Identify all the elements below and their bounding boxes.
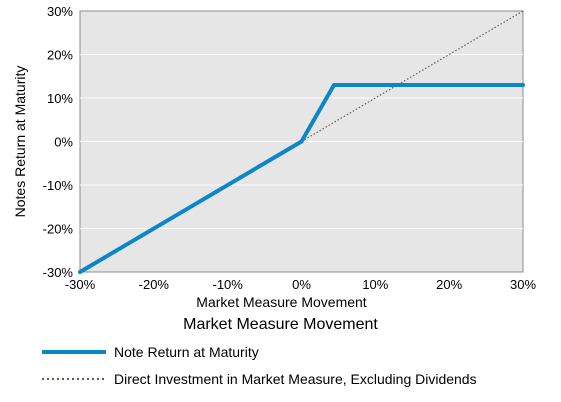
y-tick-label: 0% [54,135,73,150]
x-tick-label: 10% [362,277,388,292]
x-tick-label: 20% [436,277,462,292]
x-tick-label: 0% [292,277,311,292]
y-tick-label: -30% [43,265,74,280]
series-line-note-return [78,82,525,274]
legend-item-note-return: Note Return at Maturity [42,342,259,362]
x-tick-label: -30% [65,277,96,292]
chart-caption: Market Measure Movement [183,316,378,333]
x-tick-label: -10% [212,277,243,292]
y-axis-title: Notes Return at Maturity [12,66,28,218]
legend-item-direct-investment: Direct Investment in Market Measure, Exc… [42,369,477,389]
legend-label-direct-investment: Direct Investment in Market Measure, Exc… [114,371,477,387]
legend-swatch-dotted [42,378,106,380]
y-tick-labels: 30% 20% 10% 0% -10% -20% -30% [43,4,74,280]
x-axis-title: Market Measure Movement [196,294,367,310]
y-tick-label: 10% [47,91,73,106]
series-line-direct-investment [301,10,524,143]
legend-label-note-return: Note Return at Maturity [114,344,259,360]
x-tick-labels: -30% -20% -10% 0% 10% 20% 30% [65,277,537,292]
series-layer [78,10,525,274]
y-tick-label: 30% [47,4,73,19]
x-tick-label: 30% [510,277,536,292]
x-tick-label: -20% [139,277,170,292]
y-tick-label: 20% [47,48,73,63]
y-tick-label: -10% [43,178,74,193]
y-tick-label: -20% [43,222,74,237]
legend-swatch-solid [42,350,106,354]
chart-area: 30% 20% 10% 0% -10% -20% -30% -30% -20% -10% 0% 10… [12,4,537,310]
